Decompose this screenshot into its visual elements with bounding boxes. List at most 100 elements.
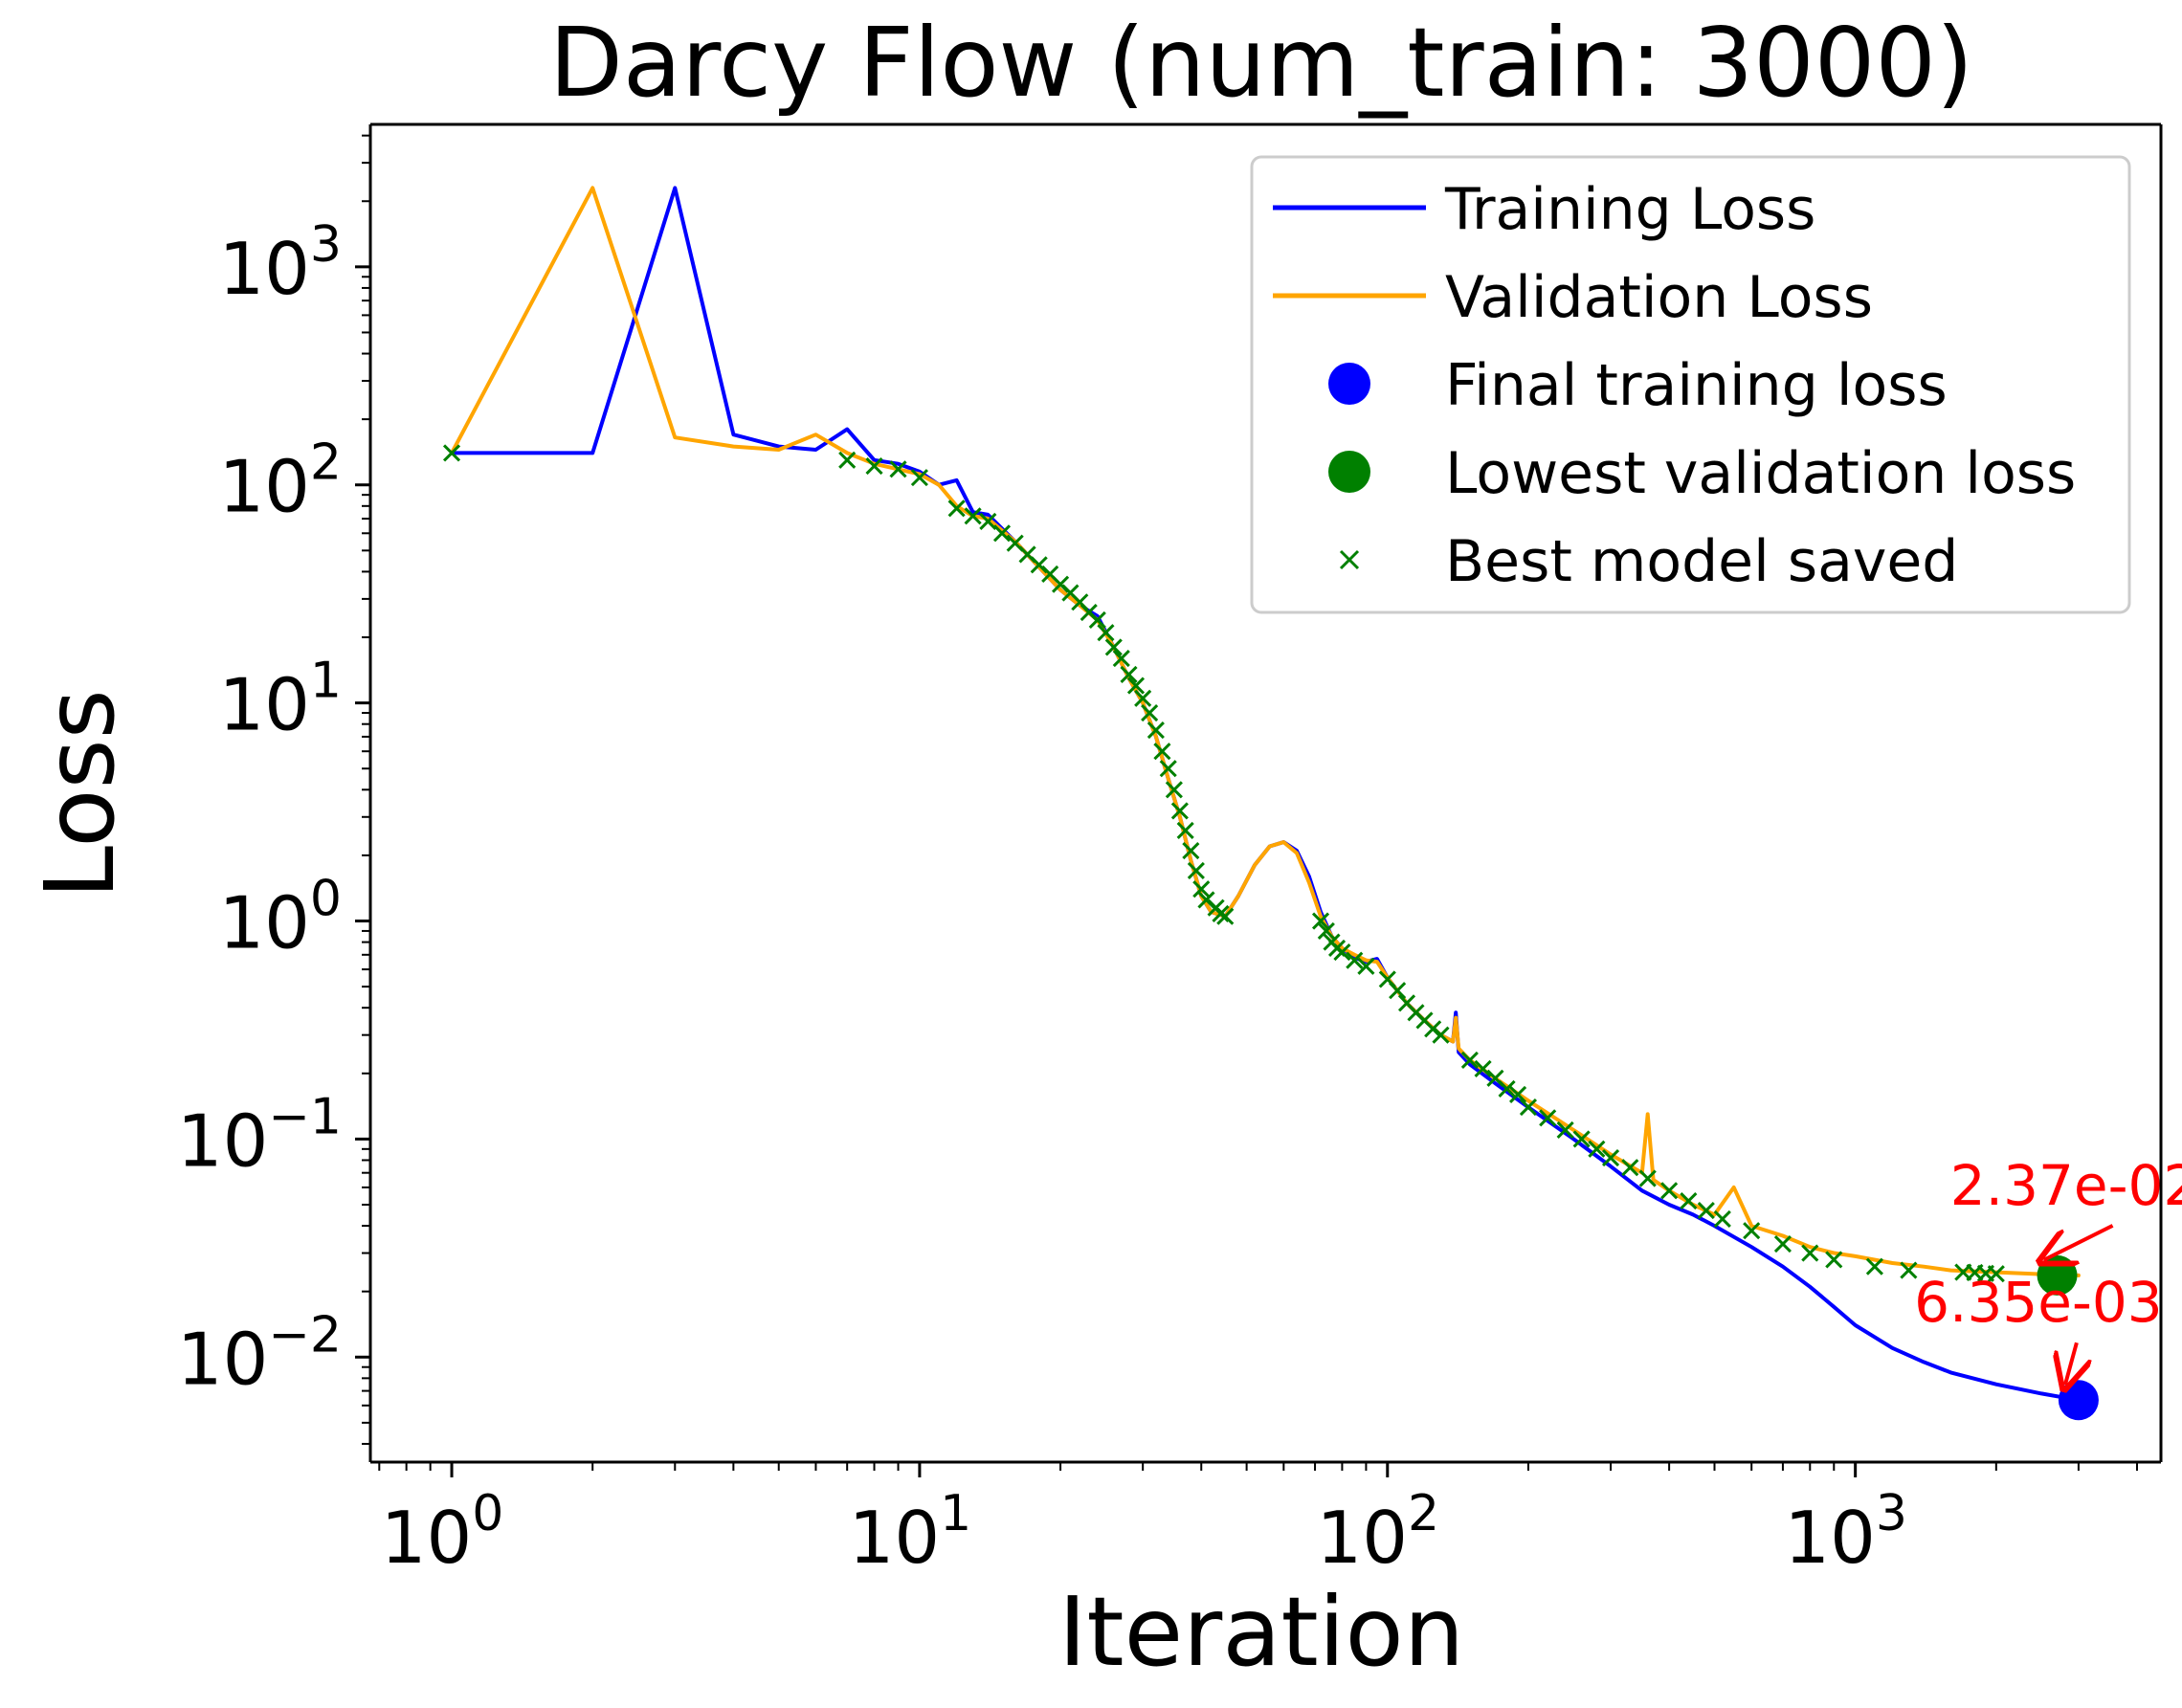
best-model-marker bbox=[1112, 650, 1130, 668]
best-model-marker bbox=[1743, 1222, 1761, 1240]
best-model-marker bbox=[1801, 1244, 1819, 1262]
y-tick-exponent: 1 bbox=[310, 653, 342, 710]
best-model-marker bbox=[1182, 842, 1200, 860]
legend-entry: Training Loss bbox=[1273, 176, 1815, 243]
lowest-validation-loss-arrow bbox=[2044, 1224, 2114, 1260]
x-axis-label: Iteration bbox=[1058, 1576, 1464, 1688]
legend-dot-swatch bbox=[1328, 363, 1370, 405]
best-model-marker bbox=[1134, 689, 1152, 707]
best-model-marker bbox=[1713, 1209, 1731, 1228]
best-model-marker bbox=[1697, 1202, 1715, 1220]
legend-entry: Final training loss bbox=[1328, 352, 1948, 419]
best-model-marker bbox=[1317, 921, 1335, 940]
x-tick-label: 100 bbox=[381, 1485, 504, 1580]
best-model-marker bbox=[1987, 1265, 2005, 1283]
legend-label: Final training loss bbox=[1445, 352, 1948, 419]
best-model-marker bbox=[1588, 1140, 1606, 1158]
plot-area bbox=[442, 186, 2081, 1403]
x-tick-label: 102 bbox=[1317, 1485, 1440, 1580]
y-tick-label: 100 bbox=[218, 871, 342, 965]
annotations: 2.37e-02 6.35e-03 bbox=[1914, 1153, 2182, 1421]
y-tick-base: 10 bbox=[177, 1317, 268, 1401]
validation-loss-line bbox=[450, 186, 2081, 1277]
x-tick-base: 10 bbox=[1317, 1496, 1408, 1580]
best-model-marker bbox=[1216, 907, 1235, 925]
best-model-marker bbox=[889, 460, 907, 478]
y-tick-base: 10 bbox=[177, 1098, 268, 1183]
best-model-marker bbox=[1097, 624, 1115, 642]
legend-entries: Training Loss Validation Loss Final traini… bbox=[1273, 176, 2076, 595]
best-model-marker bbox=[1357, 957, 1375, 975]
best-model-marker bbox=[992, 524, 1012, 543]
best-model-marker bbox=[1170, 802, 1189, 820]
y-tick-label: 10−1 bbox=[177, 1088, 342, 1183]
best-model-marker bbox=[1126, 677, 1146, 695]
best-model-marker bbox=[947, 499, 966, 518]
best-model-marker bbox=[1539, 1109, 1557, 1127]
best-model-marker bbox=[1508, 1085, 1527, 1103]
chart-title: Darcy Flow (num_train: 3000) bbox=[549, 7, 1973, 119]
legend-frame bbox=[1250, 155, 2131, 614]
best-model-marker bbox=[1141, 703, 1159, 722]
best-model-marker bbox=[1153, 743, 1171, 761]
legend-label: Lowest validation loss bbox=[1445, 440, 2076, 507]
best-model-marker bbox=[1680, 1192, 1698, 1210]
best-model-marker bbox=[1333, 943, 1351, 962]
best-model-marker bbox=[1460, 1051, 1479, 1070]
x-tick-exponent: 2 bbox=[1408, 1485, 1439, 1542]
legend-label: Training Loss bbox=[1444, 176, 1815, 243]
best-model-marker bbox=[1187, 861, 1205, 880]
legend-label: Validation Loss bbox=[1445, 264, 1873, 331]
y-tick-label: 103 bbox=[218, 216, 342, 311]
best-model-marker bbox=[1346, 951, 1364, 969]
y-tick-label: 101 bbox=[218, 653, 342, 747]
best-model-marker bbox=[865, 457, 883, 476]
series-group bbox=[442, 186, 2081, 1403]
best-model-marker bbox=[1389, 982, 1407, 1000]
best-model-marker bbox=[910, 469, 928, 487]
legend-label: Best model saved bbox=[1445, 528, 1958, 595]
x-tick-base: 10 bbox=[849, 1496, 940, 1580]
legend-cross-swatch bbox=[1339, 549, 1360, 570]
x-tick-label: 103 bbox=[1784, 1485, 1907, 1580]
best-model-marker bbox=[1621, 1159, 1639, 1177]
best-model-marker bbox=[964, 507, 982, 525]
best-model-marker bbox=[1176, 821, 1194, 840]
best-model-marker bbox=[1120, 665, 1138, 683]
best-model-marker bbox=[1311, 912, 1330, 930]
x-tick-exponent: 1 bbox=[940, 1485, 971, 1542]
y-tick-exponent: 2 bbox=[310, 434, 342, 492]
best-model-marker bbox=[1519, 1098, 1538, 1117]
best-model-marker bbox=[1638, 1169, 1657, 1187]
y-tick-label: 10−2 bbox=[177, 1306, 342, 1401]
best-model-marker bbox=[1159, 760, 1177, 778]
y-tick-base: 10 bbox=[218, 445, 309, 529]
legend-entry: Lowest validation loss bbox=[1328, 440, 2076, 507]
best-model-marker bbox=[1556, 1120, 1574, 1140]
x-tick-exponent: 0 bbox=[472, 1485, 503, 1542]
best-model-marker bbox=[1900, 1261, 1918, 1279]
final-training-loss-label: 6.35e-03 bbox=[1914, 1270, 2163, 1335]
y-axis-label: Loss bbox=[24, 689, 136, 898]
final-training-loss-dot bbox=[2058, 1380, 2099, 1421]
best-model-marker bbox=[1165, 781, 1183, 799]
legend: Training Loss Validation Loss Final traini… bbox=[1250, 155, 2131, 614]
best-model-marker bbox=[1572, 1130, 1591, 1148]
legend-entry: Best model saved bbox=[1339, 528, 1958, 595]
best-model-marker bbox=[442, 444, 461, 462]
best-model-marker bbox=[979, 512, 997, 530]
best-model-marker bbox=[1192, 880, 1211, 898]
x-tick-base: 10 bbox=[381, 1496, 472, 1580]
axes-frame bbox=[368, 122, 2163, 1464]
best-model-marker bbox=[1865, 1257, 1883, 1275]
best-model-marker bbox=[1432, 1026, 1450, 1044]
y-tick-exponent: 3 bbox=[310, 216, 342, 274]
best-model-marker bbox=[1088, 610, 1106, 630]
x-tick-label: 101 bbox=[849, 1485, 972, 1580]
best-model-marker bbox=[1601, 1148, 1620, 1167]
y-tick-label: 102 bbox=[218, 434, 342, 529]
x-tick-base: 10 bbox=[1784, 1496, 1875, 1580]
x-tick-exponent: 3 bbox=[1876, 1485, 1907, 1542]
